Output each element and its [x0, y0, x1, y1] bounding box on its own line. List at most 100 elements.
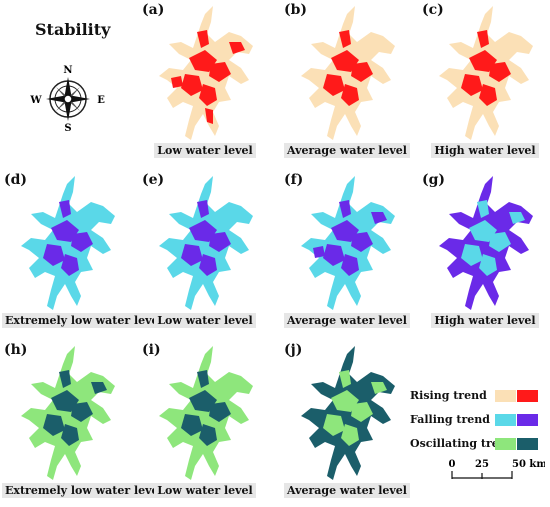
lake-region [323, 244, 345, 266]
legend-item-rising: Rising trend [410, 385, 545, 409]
panel-caption: Extremely low water level [2, 483, 166, 498]
lake-region [331, 50, 359, 72]
lake-map [21, 346, 115, 480]
lake-region [461, 74, 483, 96]
lake-region [209, 402, 231, 422]
lake-region [341, 84, 359, 106]
map-panel-f: (f) Average water level [282, 172, 412, 332]
compass-s: S [64, 123, 71, 132]
lake-region [323, 414, 345, 436]
lake-region [43, 414, 65, 436]
panel-caption: High water level [431, 313, 539, 328]
lake-region [371, 382, 387, 394]
legend: Rising trend Falling trend Oscillating t… [410, 385, 545, 457]
map-panel-j: (j) Average water level [282, 342, 412, 502]
lake-region [341, 254, 359, 276]
map-panel-d: (d) Extremely low water level [2, 172, 166, 332]
lake-region [171, 76, 183, 88]
lake-region [331, 220, 359, 242]
lake-region [91, 382, 107, 394]
lake-region [489, 62, 511, 82]
lake-shape [439, 176, 533, 310]
map-panel-g: (g) High water level [420, 172, 550, 332]
compass-e: E [97, 95, 105, 106]
compass-w: W [29, 95, 42, 106]
lake-shape [21, 176, 115, 310]
scale-tick-0: 0 [449, 459, 456, 470]
lake-region [479, 254, 497, 276]
lake-region [199, 84, 217, 106]
lake-region [199, 254, 217, 276]
lake-region [197, 200, 209, 218]
compass-rose-icon: N S W E [29, 65, 105, 132]
lake-shape [301, 346, 395, 480]
panel-label: (c) [422, 2, 444, 18]
lake-region [43, 244, 65, 266]
falling-light-swatch [495, 414, 516, 426]
lake-region [189, 220, 217, 242]
panel-label: (e) [142, 172, 165, 188]
lake-region [59, 370, 71, 388]
lake-region [489, 232, 511, 252]
lake-region [509, 212, 525, 224]
panel-caption: Extremely low water level [2, 313, 166, 328]
lake-map [439, 6, 533, 140]
lake-region [71, 232, 93, 252]
legend-label: Rising trend [410, 389, 487, 402]
lake-shape [301, 6, 395, 140]
lake-shape [21, 346, 115, 480]
lake-region [181, 244, 203, 266]
oscillating-light-swatch [495, 438, 516, 450]
figure-title: Stability [35, 20, 111, 39]
scale-tick-50: 50 km [512, 459, 545, 470]
lake-map [301, 6, 395, 140]
map-panel-i: (i) Low water level [140, 342, 270, 502]
lake-region [477, 30, 489, 48]
lake-region [351, 402, 373, 422]
map-panel-e: (e) Low water level [140, 172, 270, 332]
lake-map [159, 346, 253, 480]
lake-region [197, 30, 209, 48]
lake-region [479, 84, 497, 106]
map-panel-c: (c) High water level [420, 2, 550, 162]
lake-region [339, 30, 351, 48]
lake-region [51, 220, 79, 242]
lake-region [181, 414, 203, 436]
lake-region [323, 74, 345, 96]
panel-label: (f) [284, 172, 304, 188]
lake-region [209, 232, 231, 252]
legend-item-oscillating: Oscillating trend [410, 433, 545, 457]
lake-region [341, 424, 359, 446]
lake-region [477, 200, 489, 218]
panel-label: (b) [284, 2, 308, 18]
panel-label: (a) [142, 2, 165, 18]
oscillating-dark-swatch [517, 438, 538, 450]
legend-label: Falling trend [410, 413, 490, 426]
panel-caption: Average water level [284, 313, 410, 328]
lake-shape [439, 6, 533, 140]
lake-region [313, 246, 325, 258]
lake-region [59, 200, 71, 218]
lake-shape [159, 6, 253, 140]
lake-region [61, 424, 79, 446]
lake-map [159, 176, 253, 310]
panel-caption: Low water level [154, 143, 256, 158]
panel-label: (g) [422, 172, 446, 188]
panel-label: (d) [4, 172, 28, 188]
lake-shape [301, 176, 395, 310]
lake-region [351, 232, 373, 252]
falling-dark-swatch [517, 414, 538, 426]
lake-region [229, 42, 245, 54]
panel-caption: Low water level [154, 313, 256, 328]
rising-light-swatch [495, 390, 516, 402]
lake-region [469, 220, 497, 242]
lake-region [331, 390, 359, 412]
lake-region [61, 254, 79, 276]
scale-bar: 0 25 50 km [449, 459, 545, 479]
lake-region [205, 108, 213, 124]
lake-shape [159, 176, 253, 310]
lake-map [159, 6, 253, 140]
map-panel-b: (b) Average water level [282, 2, 412, 162]
lake-region [189, 50, 217, 72]
lake-shape [159, 346, 253, 480]
